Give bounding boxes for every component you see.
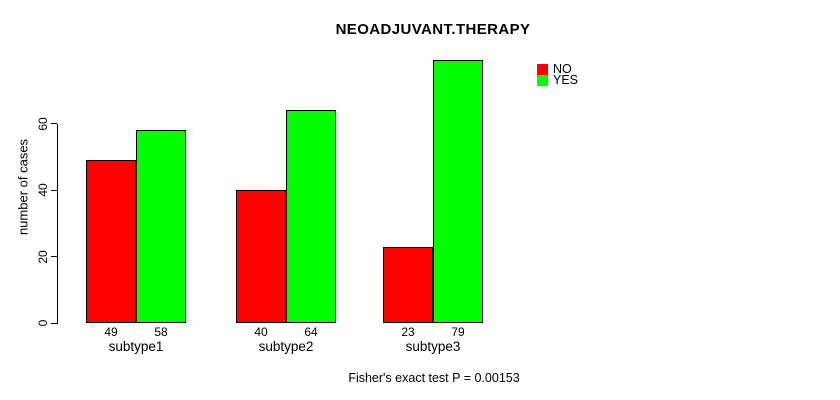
y-axis-tick [51, 256, 57, 257]
legend-label: YES [553, 73, 579, 87]
bar-yes-subtype2 [286, 110, 336, 323]
bar-yes-subtype3 [433, 60, 483, 323]
bar-value-label: 64 [304, 325, 318, 339]
y-axis-tick-label: 60 [36, 116, 50, 131]
category-label: subtype1 [108, 339, 164, 354]
bar-value-label: 23 [401, 325, 415, 339]
bar-value-label: 58 [154, 325, 168, 339]
legend-item: YES [537, 73, 579, 87]
chart-title: NEOADJUVANT.THERAPY [335, 21, 531, 38]
legend: NO YES [537, 62, 579, 87]
bar-no-subtype1 [86, 160, 136, 323]
legend-item: NO [537, 62, 578, 76]
y-axis-label: number of cases [15, 138, 31, 236]
legend-swatch-yes [537, 75, 548, 86]
y-axis-tick-label: 40 [36, 183, 50, 197]
legend-swatch-no [537, 64, 548, 75]
legend-label: NO [553, 62, 572, 76]
bar-value-label: 40 [254, 325, 268, 339]
category-label: subtype2 [258, 339, 314, 354]
bar-value-label: 49 [104, 325, 118, 339]
y-axis-tick-label: 0 [36, 319, 50, 327]
y-axis-tick-label: 20 [36, 249, 50, 264]
y-axis-tick [51, 322, 57, 324]
y-axis-tick [51, 189, 57, 191]
fisher-test-annotation: Fisher's exact test P = 0.00153 [348, 371, 520, 385]
category-label: subtype3 [405, 339, 461, 354]
bar-no-subtype2 [236, 190, 286, 323]
y-axis-line [57, 123, 58, 324]
bar-value-label: 79 [451, 325, 465, 339]
bar-yes-subtype1 [136, 130, 186, 323]
bar-no-subtype3 [383, 247, 433, 323]
y-axis-tick [51, 123, 57, 124]
